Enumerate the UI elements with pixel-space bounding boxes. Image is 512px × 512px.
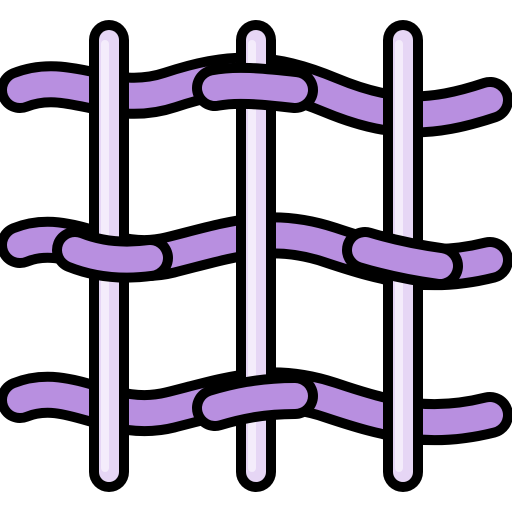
warp-thread-center bbox=[236, 20, 276, 492]
weave-overlaps bbox=[52, 62, 463, 431]
